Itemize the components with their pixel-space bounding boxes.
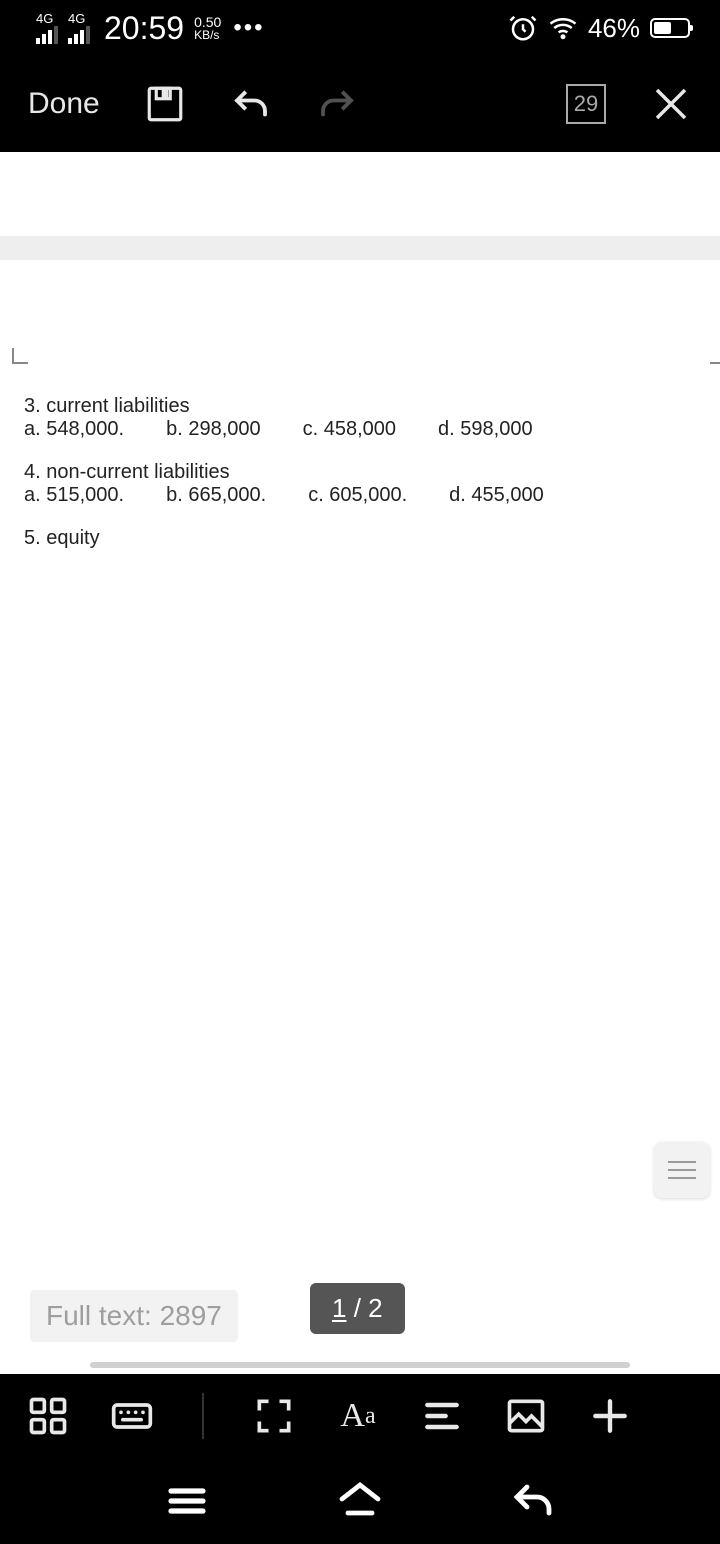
q5-title: 5. equity [24,527,696,550]
document-page: 3. current liabilities a. 548,000. b. 29… [0,260,720,550]
wifi-icon [548,13,578,43]
editor-toolbar: Done 29 [0,56,720,152]
speed-value: 0.50 [194,15,221,29]
signal-2-label: 4G [68,11,85,26]
signal-2: 4G [68,13,90,44]
crop-mark-right [710,348,720,364]
expand-icon[interactable] [252,1394,296,1438]
redo-icon[interactable] [316,83,358,125]
undo-icon[interactable] [230,83,272,125]
close-icon[interactable] [650,83,692,125]
document-viewport[interactable]: 3. current liabilities a. 548,000. b. 29… [0,152,720,1374]
clock-time: 20:59 [104,10,184,47]
q4-opt-c: c. 605,000. [308,484,407,507]
alarm-icon [508,13,538,43]
q3-opt-c: c. 458,000 [303,418,396,441]
horizontal-scrollbar[interactable] [90,1362,630,1368]
format-toolbar: Aa [0,1374,720,1458]
signal-1-label: 4G [36,11,53,26]
full-text-counter[interactable]: Full text: 2897 [30,1290,238,1342]
plus-icon[interactable] [588,1394,632,1438]
grid-icon[interactable] [26,1394,70,1438]
q4-title: 4. non-current liabilities [24,461,696,484]
hamburger-line [668,1177,696,1179]
save-icon[interactable] [144,83,186,125]
q4-opt-d: d. 455,000 [449,484,544,507]
back-icon[interactable] [509,1477,557,1525]
home-icon[interactable] [336,1477,384,1525]
toolbar-divider [202,1393,204,1439]
page-count-value: 29 [574,91,598,117]
status-bar: 4G 4G 20:59 0.50 KB/s ••• [0,0,720,56]
signal-1: 4G [36,13,58,44]
page-sep: / [346,1293,368,1323]
q4-opt-b: b. 665,000. [166,484,266,507]
page-gap [0,236,720,260]
q4-opt-a: a. 515,000. [24,484,124,507]
page-count-badge[interactable]: 29 [566,84,606,124]
side-menu-button[interactable] [654,1142,710,1198]
font-icon[interactable]: Aa [336,1394,380,1438]
top-whitespace [0,152,720,236]
crop-mark-left [12,348,28,364]
q3-opt-b: b. 298,000 [166,418,261,441]
recent-apps-icon[interactable] [163,1477,211,1525]
align-icon[interactable] [420,1394,464,1438]
battery-icon [650,18,690,38]
hamburger-line [668,1169,696,1171]
image-icon[interactable] [504,1394,548,1438]
q3-title: 3. current liabilities [24,395,696,418]
q3-opt-d: d. 598,000 [438,418,533,441]
speed-unit: KB/s [194,29,221,41]
document-text[interactable]: 3. current liabilities a. 548,000. b. 29… [0,260,720,550]
system-nav-bar [0,1458,720,1544]
more-dots-icon: ••• [233,14,264,42]
page-indicator[interactable]: 1 / 2 [310,1283,405,1334]
done-button[interactable]: Done [28,87,100,121]
keyboard-icon[interactable] [110,1394,154,1438]
status-right: 46% [508,13,690,44]
full-text-label: Full text: 2897 [46,1300,222,1331]
q3-opt-a: a. 548,000. [24,418,124,441]
battery-percent: 46% [588,13,640,44]
status-left: 4G 4G 20:59 0.50 KB/s ••• [36,10,265,47]
hamburger-line [668,1161,696,1163]
network-speed: 0.50 KB/s [194,15,221,41]
page-total: 2 [368,1293,382,1323]
page-current: 1 [332,1293,346,1323]
